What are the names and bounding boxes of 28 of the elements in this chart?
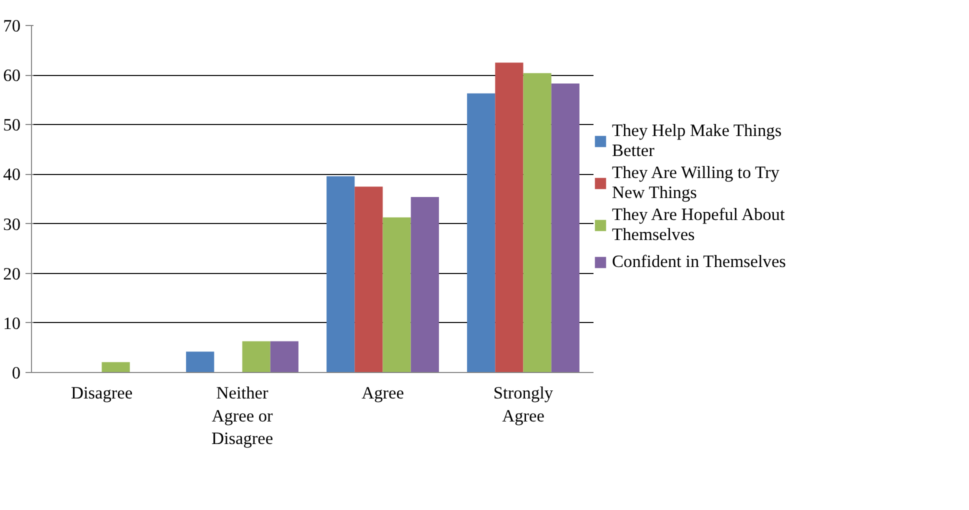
x-tick-label: Agree: [362, 384, 404, 402]
y-tick-label: 30: [3, 214, 20, 234]
bar: [354, 186, 383, 372]
y-tick-label: 50: [3, 116, 20, 135]
x-tick-label: Neither Agree or Disagree: [211, 384, 274, 448]
x-tick-label: Strongly Agree: [493, 384, 554, 426]
y-tick-label: 70: [3, 16, 20, 36]
y-tick-label: 10: [3, 314, 20, 333]
legend-label: They Help Make Things Better: [612, 120, 782, 160]
bar: [467, 93, 496, 372]
bar: [186, 352, 214, 372]
legend-label: They Are Willing to Try New Things: [612, 162, 780, 202]
bar: [410, 197, 439, 372]
y-tick-label: 40: [3, 165, 20, 184]
x-tick-label: Disagree: [70, 384, 133, 402]
bar: [270, 341, 298, 372]
legend-label: Confident in Themselves: [612, 250, 786, 272]
bar: [495, 62, 524, 372]
bar: [382, 217, 411, 372]
bar: [326, 176, 355, 372]
y-tick-label: 20: [3, 264, 20, 284]
legend-label: They Are Hopeful About Themselves: [612, 204, 785, 244]
bar: [551, 84, 580, 372]
bar: [523, 73, 552, 372]
y-tick-label: 60: [3, 66, 20, 86]
bar: [102, 362, 130, 372]
y-tick-label: 0: [12, 364, 21, 382]
bar: [242, 341, 270, 372]
